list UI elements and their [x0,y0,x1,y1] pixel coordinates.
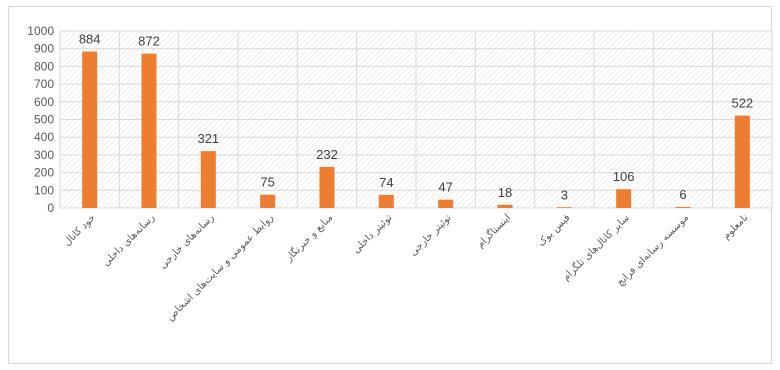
y-tick-label: 300 [34,148,54,162]
bar [260,194,276,208]
category-label: نامعلوم [721,212,750,241]
y-tick-label: 600 [34,95,54,109]
data-label: 106 [613,169,635,184]
data-label: 321 [197,131,219,146]
bar [616,189,632,208]
y-tick-label: 900 [34,42,54,56]
y-tick-label: 1000 [27,24,54,38]
category-label: اینستاگرام [474,212,513,251]
bar [82,51,98,209]
data-label: 6 [679,187,686,202]
y-tick-label: 700 [34,77,54,91]
data-label: 872 [138,34,160,49]
category-label: فیس بوک [536,212,573,249]
bar [438,199,454,208]
data-label: 47 [438,180,452,195]
bar [556,207,572,208]
data-label: 74 [379,175,393,190]
data-label: 232 [316,147,338,162]
data-label: 522 [731,96,753,111]
category-label: خود کانال [62,212,98,248]
bar [319,166,335,208]
category-label: توئیتر خارجی [408,212,454,258]
category-label: سایر کانال‌های تلگرام [560,212,632,284]
category-label: منابع و خبرنگار [282,212,335,265]
y-tick-label: 200 [34,166,54,180]
bar [734,115,750,208]
bar [200,151,216,208]
y-tick-label: 800 [34,59,54,73]
category-label: رسانه‌های داخلی [101,212,158,269]
bar [497,204,513,208]
data-label: 3 [561,187,568,202]
data-label: 18 [498,185,512,200]
category-label: روابط عمومی و سایت‌های اشخاص [165,212,276,323]
y-tick-label: 0 [47,201,54,215]
category-label: رسانه‌های خارجی [158,212,217,271]
y-tick-label: 500 [34,113,54,127]
category-label: توئیتر داخلی [351,212,395,256]
bar [675,206,691,208]
y-tick-label: 100 [34,183,54,197]
data-label: 75 [260,175,274,190]
data-label: 884 [79,32,101,47]
bar [141,53,157,208]
y-tick-label: 400 [34,130,54,144]
bar [378,194,394,208]
